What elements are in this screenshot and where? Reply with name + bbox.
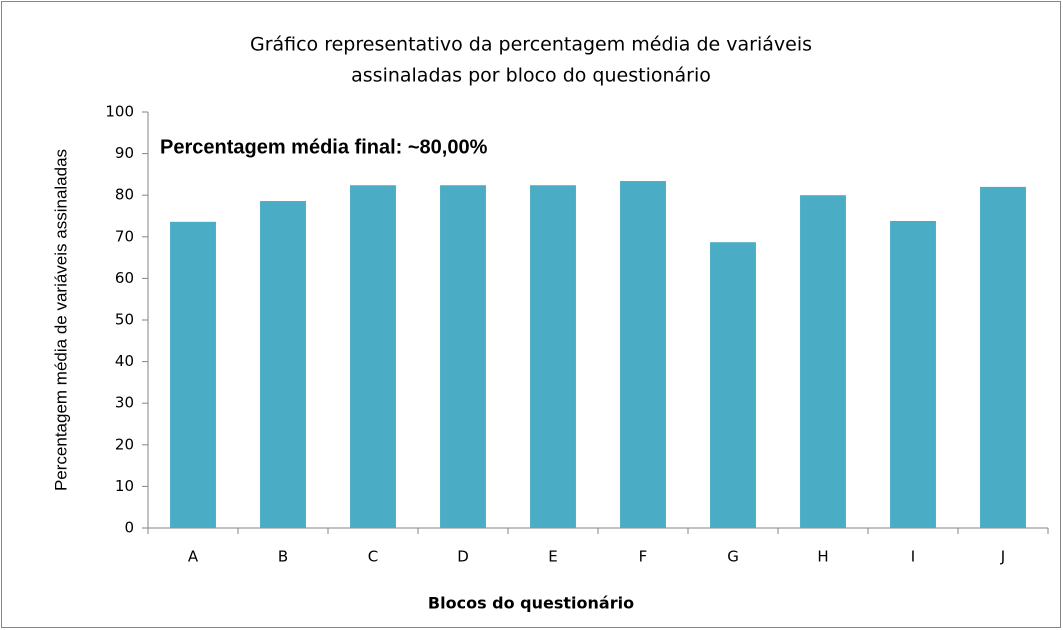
chart-title: Gráfico representativo da percentagem mé… [250,34,812,56]
x-tick-label: F [639,548,648,566]
chart-title: assinaladas por bloco do questionário [351,65,711,87]
y-tick-label: 40 [115,352,134,370]
bar [890,220,936,528]
y-tick-label: 10 [115,477,134,495]
y-tick-label: 80 [115,186,134,204]
bar [710,242,756,528]
bar [530,185,576,528]
bar [260,201,306,529]
bar [170,221,216,528]
x-tick-label: A [188,548,199,566]
bar [800,195,846,528]
y-tick-label: 30 [115,394,134,412]
y-tick-label: 50 [115,311,134,329]
bar [980,186,1026,528]
x-tick-label: H [817,548,828,566]
x-tick-label: B [278,548,288,566]
y-tick-label: 20 [115,435,134,453]
y-axis-label: Percentagem média de variáveis assinalad… [51,149,70,491]
y-tick-label: 90 [115,144,134,162]
x-tick-label: G [727,548,739,566]
bar [620,181,666,528]
bar [350,185,396,528]
x-axis-label: Blocos do questionário [428,594,634,613]
annotation: Percentagem média final: ~80,00% [160,136,488,158]
x-tick-label: E [548,548,557,566]
y-tick-label: 0 [124,519,134,537]
y-tick-label: 70 [115,227,134,245]
bar [440,185,486,528]
x-tick-label: J [1000,548,1005,566]
x-tick-label: C [368,548,378,566]
x-tick-label: I [911,548,915,566]
y-tick-label: 100 [105,103,134,121]
x-tick-label: D [457,548,469,566]
y-tick-label: 60 [115,269,134,287]
